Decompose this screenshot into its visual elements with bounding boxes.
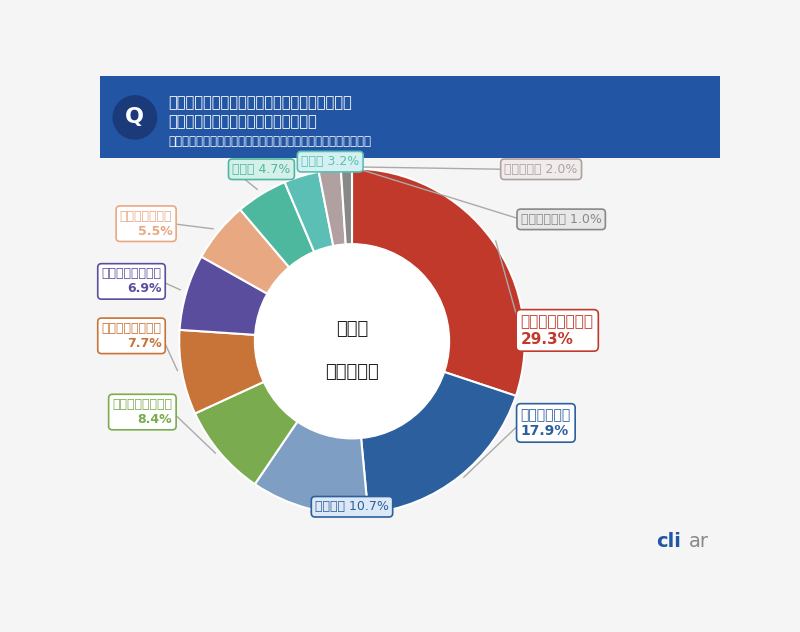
- Text: 安全性 4.7%: 安全性 4.7%: [232, 163, 290, 176]
- Text: 乗り心地・快適性
8.4%: 乗り心地・快適性 8.4%: [112, 398, 172, 426]
- Wedge shape: [255, 363, 368, 514]
- Wedge shape: [341, 169, 352, 315]
- Text: 車両価格 10.7%: 車両価格 10.7%: [315, 501, 389, 513]
- Text: ar: ar: [688, 532, 708, 551]
- Wedge shape: [179, 330, 329, 413]
- Wedge shape: [240, 182, 342, 322]
- Wedge shape: [202, 210, 335, 329]
- Text: 最も当てはまるものをお選びください: 最も当てはまるものをお選びください: [168, 114, 317, 130]
- Text: cli: cli: [656, 532, 682, 551]
- Text: 選んだ理由: 選んだ理由: [325, 363, 379, 381]
- Wedge shape: [195, 352, 338, 484]
- Text: 話題性・評判 1.0%: 話題性・評判 1.0%: [521, 213, 602, 226]
- Text: パワー・走行性能
6.9%: パワー・走行性能 6.9%: [102, 267, 162, 295]
- Text: 機能・装備 2.0%: 機能・装備 2.0%: [505, 163, 578, 176]
- Wedge shape: [179, 257, 330, 339]
- Wedge shape: [285, 172, 347, 317]
- Text: （複数車種を回答の場合はひとつめに選んだ車種について回答）: （複数車種を回答の場合はひとつめに選んだ車種について回答）: [168, 135, 371, 148]
- Wedge shape: [354, 349, 516, 513]
- Text: Q: Q: [126, 107, 144, 128]
- Circle shape: [113, 96, 157, 139]
- Wedge shape: [318, 169, 350, 316]
- FancyBboxPatch shape: [100, 76, 720, 158]
- Text: 車種を: 車種を: [336, 320, 368, 338]
- Text: 車両の状態・品質
7.7%: 車両の状態・品質 7.7%: [102, 322, 162, 350]
- Text: 見た目・デザイン
29.3%: 見た目・デザイン 29.3%: [521, 314, 594, 346]
- Text: 荷室・積載容量
5.5%: 荷室・積載容量 5.5%: [120, 210, 172, 238]
- Text: その車種を選んだ理由は次のうちどれですか？: その車種を選んだ理由は次のうちどれですか？: [168, 95, 352, 111]
- Text: 燃費・維持費
17.9%: 燃費・維持費 17.9%: [521, 408, 571, 438]
- Wedge shape: [352, 169, 525, 396]
- Circle shape: [254, 244, 450, 439]
- Text: その他 3.2%: その他 3.2%: [301, 155, 359, 168]
